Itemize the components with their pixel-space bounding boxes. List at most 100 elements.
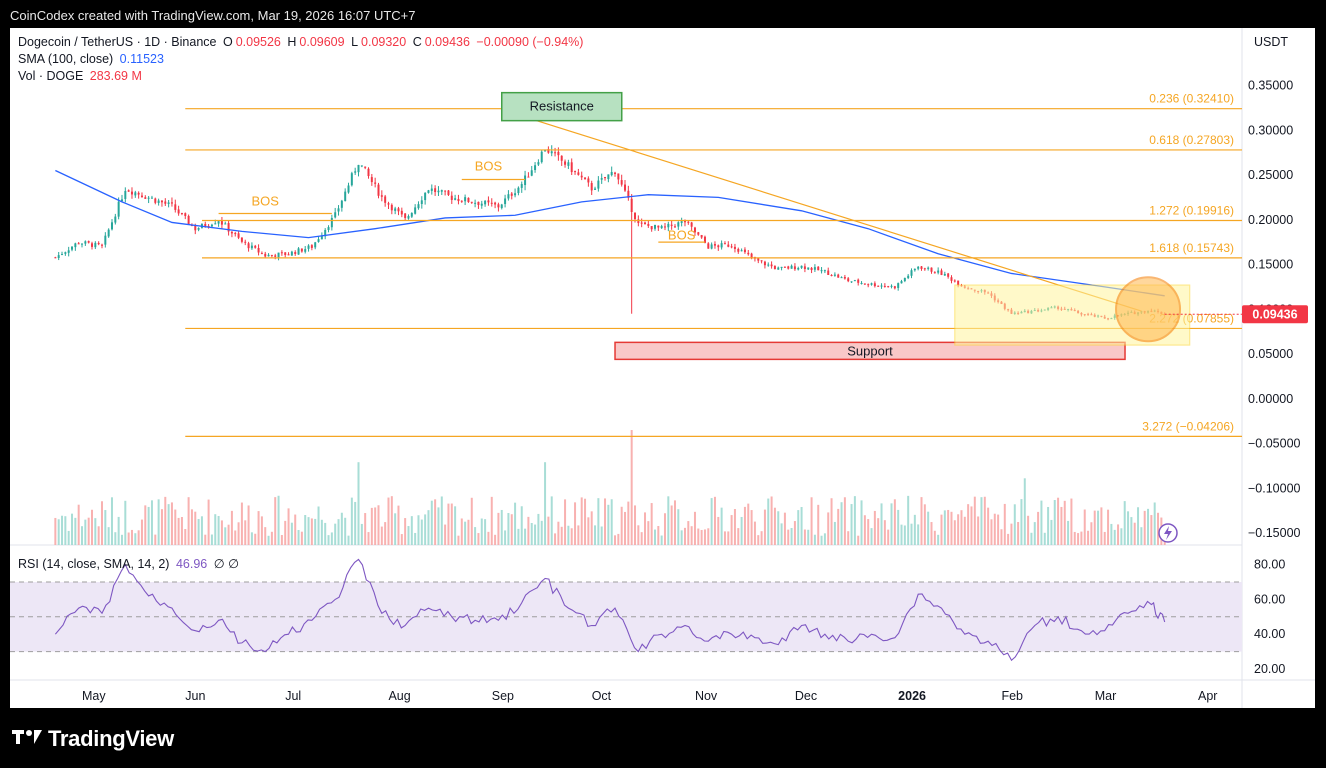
- candle-body: [360, 165, 363, 167]
- volume-bar: [1157, 512, 1160, 545]
- volume-bar: [220, 520, 223, 545]
- candle-body: [614, 172, 617, 174]
- volume-bar: [753, 521, 756, 545]
- volume-bar: [410, 516, 413, 545]
- volume-bar: [510, 514, 513, 545]
- bos-label: BOS: [475, 159, 503, 174]
- rsi-icons[interactable]: ∅ ∅: [213, 557, 239, 571]
- tradingview-wordmark: TradingView: [48, 726, 174, 751]
- volume-bar: [217, 515, 220, 545]
- candle-body: [913, 268, 916, 271]
- candle-body: [574, 171, 577, 173]
- candle-body: [547, 149, 550, 153]
- symbol-name[interactable]: Dogecoin / TetherUS · 1D · Binance: [18, 35, 217, 49]
- volume-bar: [1020, 499, 1023, 545]
- candle-body: [130, 191, 133, 195]
- candle-body: [743, 249, 746, 253]
- candle-body: [550, 151, 553, 154]
- candle-body: [84, 241, 87, 244]
- candle-body: [514, 193, 517, 196]
- volume-bar: [464, 521, 467, 545]
- volume-bar: [680, 530, 683, 545]
- volume-bar: [507, 512, 510, 545]
- ohlc-legend: Dogecoin / TetherUS · 1D · Binance O 0.09…: [18, 35, 586, 49]
- volume-legend[interactable]: Vol · DOGE 283.69 M: [18, 69, 145, 83]
- volume-bar: [810, 497, 813, 545]
- volume-bar: [860, 500, 863, 545]
- volume-bar: [64, 516, 67, 545]
- candle-body: [644, 222, 647, 225]
- candle-body: [660, 226, 663, 229]
- rsi-tick-label: 40.00: [1254, 627, 1285, 641]
- volume-bar: [554, 533, 557, 545]
- open-label: O: [222, 35, 233, 49]
- candle-body: [737, 248, 740, 252]
- volume-bar: [900, 524, 903, 545]
- volume-bar: [144, 505, 147, 545]
- volume-bar: [104, 510, 107, 545]
- candle-body: [414, 207, 417, 214]
- candle-body: [450, 195, 453, 200]
- candle-body: [387, 203, 390, 205]
- price-tick-label: 0.00000: [1248, 392, 1293, 406]
- rsi-legend[interactable]: RSI (14, close, SMA, 14, 2) 46.96 ∅ ∅: [18, 556, 242, 571]
- candle-body: [480, 203, 483, 206]
- candle-body: [740, 250, 743, 252]
- candle-body: [910, 270, 913, 276]
- candle-body: [900, 281, 903, 284]
- volume-bar: [437, 507, 440, 545]
- volume-bar: [813, 534, 816, 545]
- volume-bar: [830, 498, 833, 545]
- volume-bar: [284, 520, 287, 545]
- candle-body: [653, 224, 656, 229]
- volume-bar: [1117, 524, 1120, 545]
- candle-body: [663, 226, 666, 228]
- volume-bar: [820, 535, 823, 545]
- volume-bar: [264, 527, 267, 545]
- candle-body: [100, 244, 103, 246]
- candle-body: [730, 246, 733, 248]
- candle-body: [657, 225, 660, 228]
- candle-body: [560, 155, 563, 161]
- volume-bar: [953, 520, 956, 545]
- volume-bar: [530, 523, 533, 545]
- candle-body: [700, 235, 703, 238]
- candle-body: [680, 221, 683, 223]
- volume-bar: [327, 535, 330, 545]
- volume-bar: [370, 507, 373, 545]
- candle-body: [257, 248, 260, 253]
- chart-canvas[interactable]: USDT 0.35000 0.30000 0.25000 0.20000 0.15000 0…: [10, 28, 1315, 708]
- volume-bar: [157, 499, 160, 545]
- volume-bar: [850, 504, 853, 545]
- volume-bar: [484, 519, 487, 545]
- sma-legend[interactable]: SMA (100, close) 0.11523: [18, 52, 167, 66]
- candle-body: [867, 284, 870, 286]
- volume-bar: [207, 499, 210, 545]
- candle-body: [187, 215, 190, 225]
- candle-body: [537, 162, 540, 165]
- volume-bar: [344, 517, 347, 545]
- close-label: C: [412, 35, 422, 49]
- candle-body: [394, 208, 397, 211]
- candle-body: [377, 184, 380, 196]
- candle-body: [354, 171, 357, 173]
- fib-level-label: 1.272 (0.19916): [1149, 204, 1234, 218]
- candle-body: [647, 223, 650, 226]
- volume-bar: [177, 517, 180, 545]
- candle-body: [270, 254, 273, 256]
- candle-body: [637, 219, 640, 224]
- volume-bar: [697, 528, 700, 545]
- volume-bar: [87, 517, 90, 545]
- candle-body: [504, 198, 507, 205]
- lightning-bolt-icon: [1164, 526, 1172, 540]
- volume-bar: [447, 503, 450, 545]
- candle-body: [167, 202, 170, 204]
- volume-bar: [1040, 500, 1043, 545]
- volume-bar: [1113, 529, 1116, 545]
- chart-frame[interactable]: USDT 0.35000 0.30000 0.25000 0.20000 0.15000 0…: [10, 28, 1315, 708]
- volume-bar: [757, 535, 760, 545]
- candle-body: [607, 174, 610, 180]
- candle-body: [507, 194, 510, 199]
- candle-body: [540, 151, 543, 163]
- volume-bar: [477, 533, 480, 545]
